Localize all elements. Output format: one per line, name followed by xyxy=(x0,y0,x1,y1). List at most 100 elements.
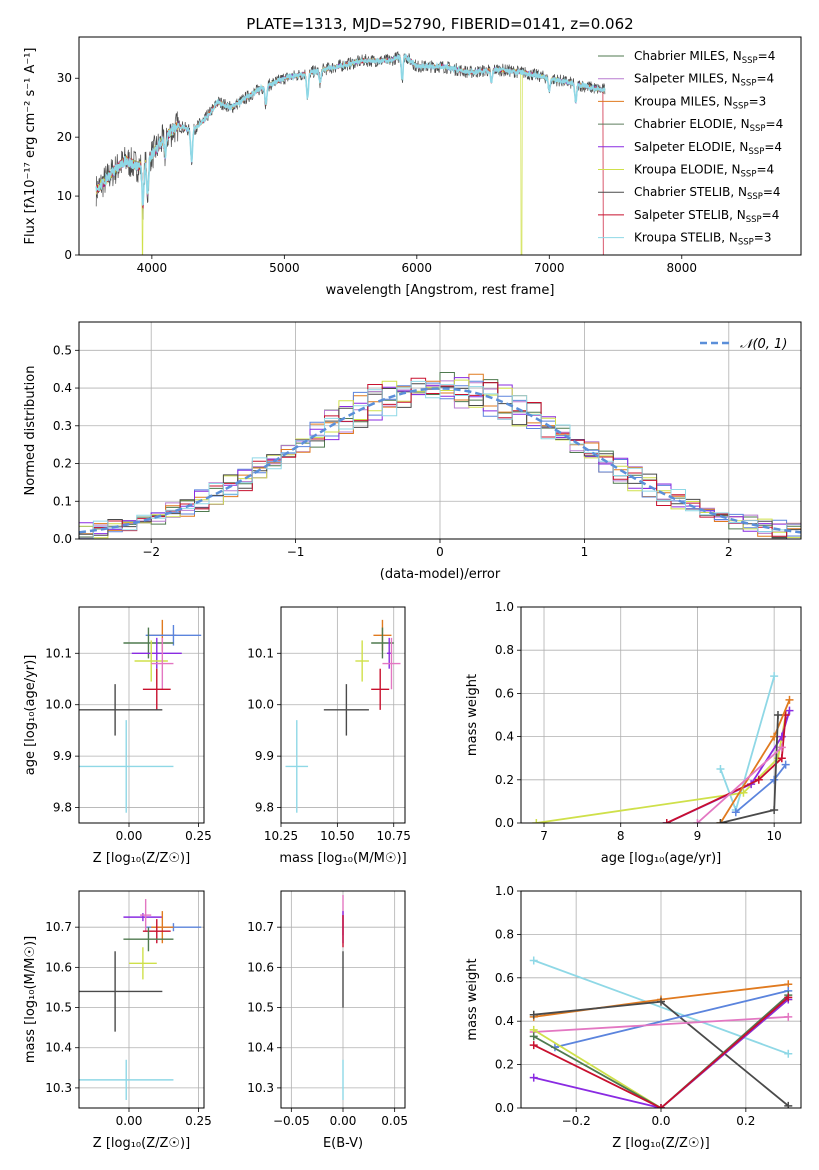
x-tick-label: 6000 xyxy=(402,261,433,275)
x-tick-label: 10.75 xyxy=(377,829,411,843)
panel-mass_vs_z: 0.00 0.25 10.3 10.4 10.5 10.6 10.7 Z [log₁₀(Z/Z… xyxy=(23,890,212,1151)
errorbar-point xyxy=(371,627,394,659)
errorbar-point xyxy=(129,947,157,980)
y-tick-label: 10.5 xyxy=(45,1001,72,1015)
x-tick-label: 0.2 xyxy=(736,1114,755,1128)
y-tick-label: 0.0 xyxy=(495,1101,514,1115)
y-tick-label: 0.4 xyxy=(495,730,514,744)
errorbar-point xyxy=(79,951,163,1032)
series-marker xyxy=(693,819,702,823)
series-marker xyxy=(781,760,790,769)
x-tick-label: −0.2 xyxy=(562,1114,591,1128)
y-tick-label: 10.3 xyxy=(45,1081,72,1095)
y-tick-label: 0 xyxy=(64,248,72,262)
legend-label: Kroupa MILES, NSSP=3 xyxy=(634,94,766,111)
x-tick-label: 2 xyxy=(725,545,733,559)
normal-curve xyxy=(79,387,801,534)
series-marker xyxy=(529,1010,538,1019)
x-axis-label: mass [log₁₀(M/M☉)] xyxy=(279,851,406,866)
x-axis-label: Z [log₁₀(Z/Z☉)] xyxy=(612,1136,709,1151)
x-tick-label: 10.50 xyxy=(320,829,354,843)
y-axis-label: age [log₁₀(age/yr)] xyxy=(23,655,38,776)
x-tick-label: 0.25 xyxy=(185,829,212,843)
y-tick-label: 10.0 xyxy=(247,698,274,712)
series-marker xyxy=(784,993,793,1002)
x-tick-label: 8 xyxy=(617,829,625,843)
y-tick-label: 10.7 xyxy=(45,920,72,934)
errorbar-point xyxy=(145,625,202,646)
y-tick-label: 9.8 xyxy=(255,801,274,815)
spectrum-kroupa_stelib xyxy=(95,53,606,206)
errorbar-point xyxy=(151,637,174,690)
y-tick-label: 9.9 xyxy=(255,749,274,763)
axes-frame xyxy=(520,606,802,824)
series-marker xyxy=(529,956,538,965)
legend-label: Chabrier ELODIE, NSSP=4 xyxy=(634,117,783,134)
errorbar-point xyxy=(123,927,174,952)
errorbar-point xyxy=(79,684,163,736)
x-tick-label: 0.05 xyxy=(381,1114,408,1128)
y-tick-label: 0.8 xyxy=(495,643,514,657)
x-tick-label: 10 xyxy=(767,829,782,843)
y-tick-label: 0.0 xyxy=(53,532,72,546)
panel-age_vs_z: 0.00 0.25 9.8 9.9 10.0 10.1 Z [log₁₀(Z/Z☉)] age… xyxy=(23,606,212,866)
legend-label: Kroupa STELIB, NSSP=3 xyxy=(634,231,772,248)
y-tick-label: 0.5 xyxy=(53,343,72,357)
x-tick-label: 0.0 xyxy=(651,1114,670,1128)
y-tick-label: 0.4 xyxy=(495,1014,514,1028)
legend-label: Chabrier MILES, NSSP=4 xyxy=(634,49,775,66)
x-axis-label: Z [log₁₀(Z/Z☉)] xyxy=(93,1136,190,1151)
y-tick-label: 0.8 xyxy=(495,927,514,941)
series-line xyxy=(666,714,787,823)
y-tick-label: 9.9 xyxy=(53,749,72,763)
series-marker xyxy=(784,1049,793,1058)
series-line xyxy=(533,1016,789,1033)
y-tick-label: 0.1 xyxy=(53,494,72,508)
y-tick-label: 0.4 xyxy=(53,381,72,395)
panel-mass_vs_ebv: −0.05 0.00 0.05 10.3 10.4 10.5 10.6 10.7 E(B-V) xyxy=(247,890,408,1151)
x-tick-label: 0.00 xyxy=(116,829,143,843)
figure-title: PLATE=1313, MJD=52790, FIBERID=0141, z=0… xyxy=(246,15,633,33)
x-tick-label: 0.00 xyxy=(330,1114,357,1128)
plot-area xyxy=(532,672,794,823)
series-marker xyxy=(731,808,740,817)
plot-area xyxy=(79,899,202,1100)
y-tick-label: 10.3 xyxy=(247,1081,274,1095)
series-marker xyxy=(529,1032,538,1041)
series-marker xyxy=(657,1104,665,1108)
legend-label: Salpeter MILES, NSSP=4 xyxy=(634,72,774,89)
x-tick-label: 7 xyxy=(540,829,548,843)
series-marker xyxy=(532,819,541,823)
panel-residual_hist: −2 −1 0 1 2 0.0 0.1 0.2 0.3 0.4 0.5 (data-model)/er… xyxy=(23,321,802,582)
series-marker xyxy=(657,997,665,1006)
plot-area xyxy=(95,51,606,255)
x-tick-label: 0.25 xyxy=(185,1114,212,1128)
x-axis-label: E(B-V) xyxy=(323,1136,363,1151)
legend: Chabrier MILES, NSSP=4 Salpeter MILES, NS… xyxy=(598,49,783,248)
y-tick-label: 0.6 xyxy=(495,971,514,985)
y-tick-label: 0.2 xyxy=(53,457,72,471)
spectrum-chabrier_stelib xyxy=(95,51,606,220)
series-marker xyxy=(770,806,779,815)
series-line xyxy=(533,996,789,1108)
axes-frame xyxy=(280,606,406,824)
panel-spectrum: 4000 5000 6000 7000 8000 0 10 20 30 wavelength [A… xyxy=(23,36,802,298)
x-tick-label: 8000 xyxy=(666,261,697,275)
series-line xyxy=(554,989,789,1049)
axes-frame xyxy=(78,36,802,256)
y-tick-label: 10.7 xyxy=(247,920,274,934)
y-tick-label: 0.3 xyxy=(53,419,72,433)
y-tick-label: 9.8 xyxy=(53,801,72,815)
y-tick-label: 10.4 xyxy=(247,1041,274,1055)
panel-mass_weight_vs_age: 7 8 9 10 0.0 0.2 0.4 0.6 0.8 1.0 age [log₁₀(age/yr… xyxy=(465,600,802,866)
series-marker xyxy=(784,1012,793,1021)
y-tick-label: 0.2 xyxy=(495,1058,514,1072)
x-axis-label: (data-model)/error xyxy=(380,567,501,582)
series-marker xyxy=(716,819,725,823)
errorbar-point xyxy=(142,668,171,710)
errorbar-point xyxy=(371,668,390,710)
series-line xyxy=(533,994,789,1108)
x-tick-label: 10.25 xyxy=(264,829,298,843)
y-tick-label: 10.1 xyxy=(45,646,72,660)
